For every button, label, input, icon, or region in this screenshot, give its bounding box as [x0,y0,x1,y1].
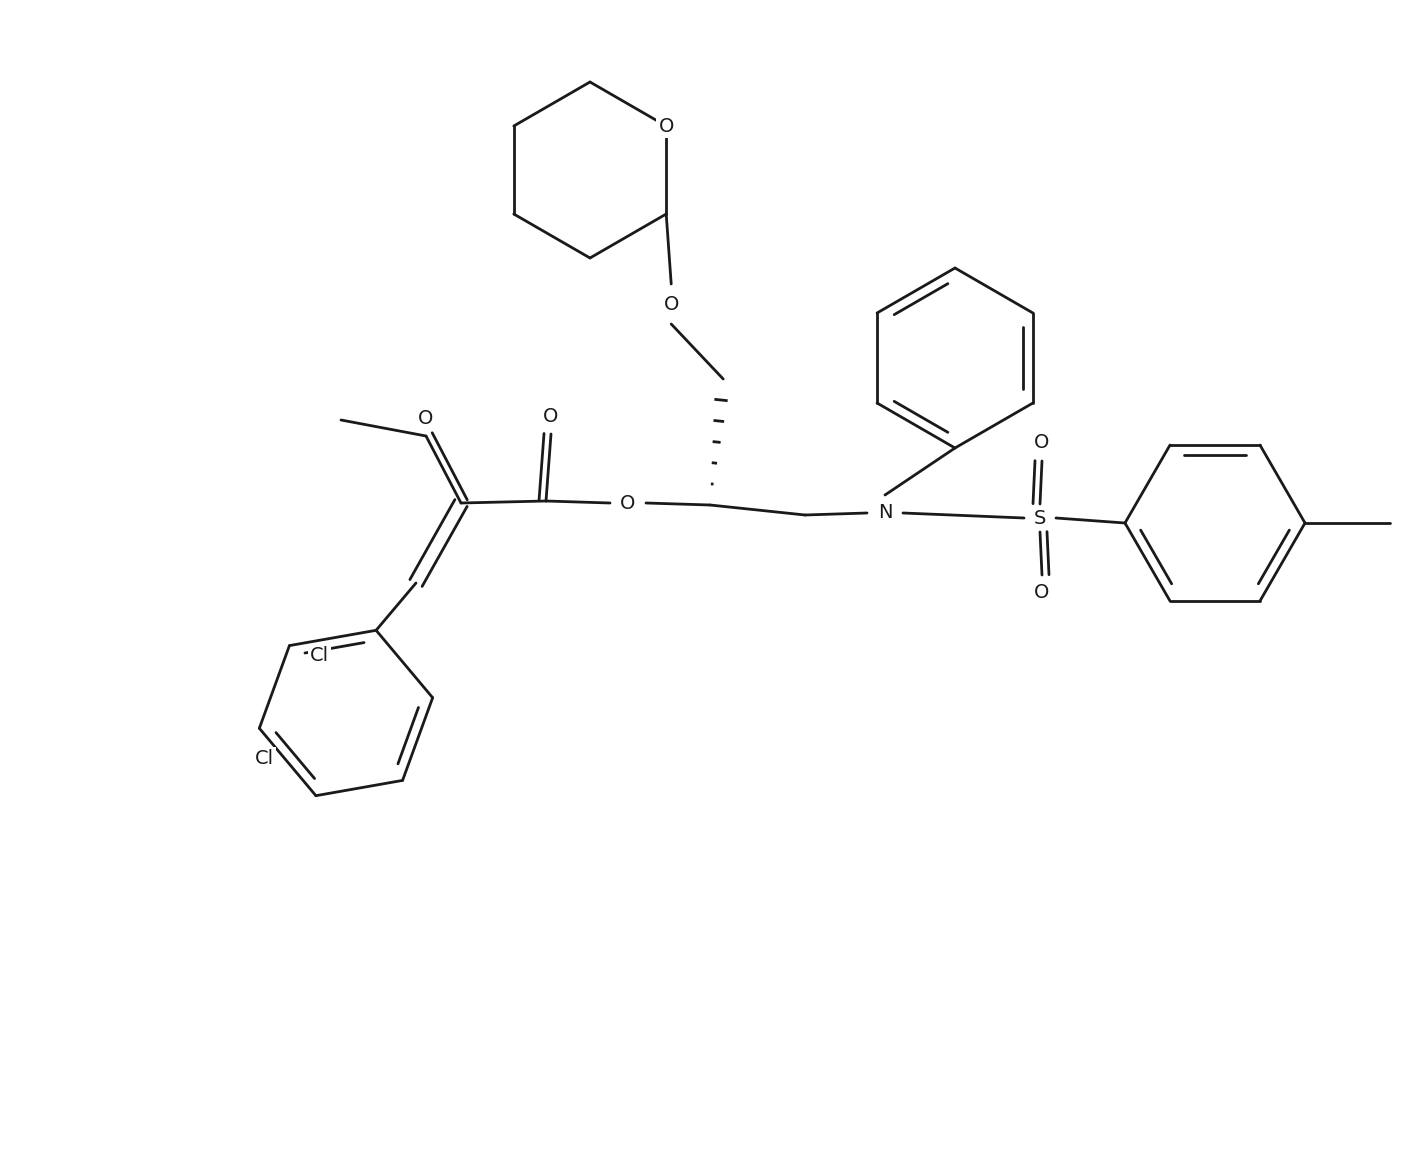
Text: Cl: Cl [310,646,330,665]
Text: N: N [878,503,892,522]
Text: O: O [1035,583,1050,602]
Text: O: O [1035,434,1050,452]
Text: S: S [1033,508,1046,528]
Text: O: O [544,406,559,426]
Text: O: O [621,493,635,513]
Text: O: O [664,295,679,313]
Text: O: O [418,408,434,428]
Text: Cl: Cl [255,749,274,768]
Text: O: O [658,116,674,136]
